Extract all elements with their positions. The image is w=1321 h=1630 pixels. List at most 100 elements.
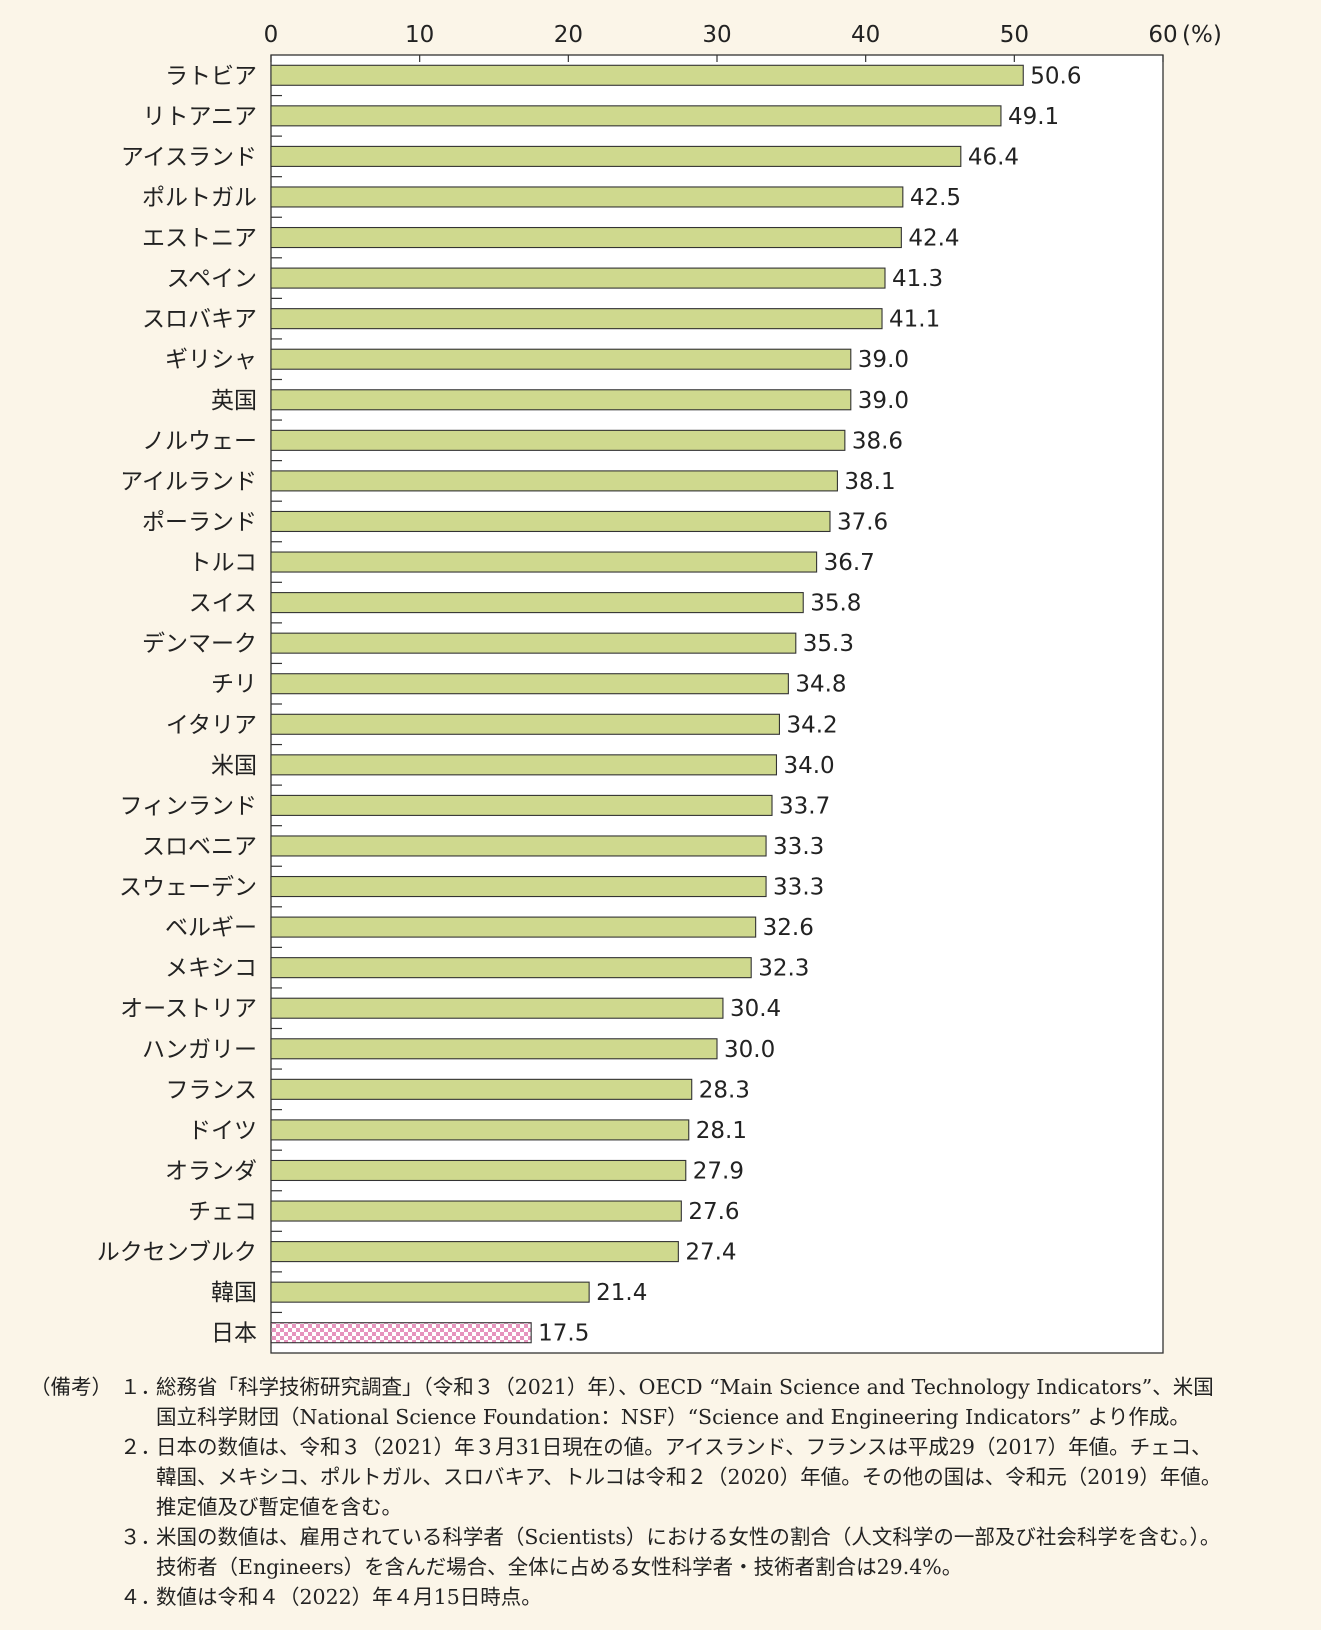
bar: [270, 64, 1024, 86]
bar: [270, 267, 886, 289]
value-label: 21.4: [596, 1280, 647, 1306]
category-label: ハンガリー: [142, 1037, 257, 1063]
x-tick-label: 0: [264, 22, 279, 48]
note-text: 日本の数値は、令和３（2021）年３月31日現在の値。アイスランド、フランスは平…: [156, 1435, 1222, 1519]
value-label: 17.5: [538, 1321, 589, 1347]
bar: [270, 754, 778, 776]
note-text: 総務省「科学技術研究調査」（令和３（2021）年）、OECD “Main Sci…: [156, 1375, 1214, 1429]
category-label: イタリア: [166, 712, 257, 738]
bar: [270, 105, 1002, 127]
bar: [270, 592, 804, 614]
bar: [270, 1159, 687, 1182]
bar: [270, 470, 838, 492]
category-label: チリ: [211, 672, 257, 698]
value-label: 36.7: [824, 550, 875, 576]
category-label: ギリシャ: [165, 347, 257, 373]
bar: [270, 916, 757, 938]
category-label: デンマーク: [142, 631, 257, 657]
bar: [270, 308, 883, 330]
value-label: 34.8: [795, 672, 846, 698]
category-label: アイスランド: [121, 144, 257, 170]
note-1: （備考） １． 総務省「科学技術研究調査」（令和３（2021）年）、OECD “M…: [30, 1372, 1315, 1432]
value-label: 33.3: [773, 834, 824, 860]
category-label: ノルウェー: [142, 428, 257, 454]
x-tick-label: 10: [405, 22, 434, 48]
category-label: ポーランド: [142, 509, 257, 535]
notes-label: （備考）: [30, 1375, 112, 1399]
value-label: 39.0: [858, 388, 909, 414]
bar: [270, 1119, 690, 1141]
note-number: １．: [120, 1375, 161, 1399]
bar: [270, 997, 724, 1019]
note-text: 数値は令和４（2022）年４月15日時点。: [156, 1585, 542, 1609]
bar-highlight: [270, 1322, 532, 1344]
category-label: スペイン: [167, 266, 257, 292]
value-label: 33.7: [779, 793, 830, 819]
bar: [270, 1038, 718, 1060]
bar: [270, 1200, 682, 1222]
bar: [270, 673, 789, 695]
category-label: フランス: [165, 1077, 257, 1103]
category-label: 米国: [211, 753, 257, 779]
note-2: ２． 日本の数値は、令和３（2021）年３月31日現在の値。アイスランド、フラン…: [30, 1432, 1315, 1522]
unit-label: (%): [1182, 22, 1222, 48]
value-label: 32.3: [758, 956, 809, 982]
category-label: オランダ: [165, 1158, 257, 1184]
category-label: 韓国: [211, 1280, 257, 1306]
category-label: スウェーデン: [119, 875, 257, 901]
bar: [270, 226, 902, 249]
value-label: 30.0: [724, 1037, 775, 1063]
category-label: スイス: [189, 591, 257, 617]
notes: （備考） １． 総務省「科学技術研究調査」（令和３（2021）年）、OECD “M…: [30, 1372, 1315, 1612]
note-3: ３． 米国の数値は、雇用されている科学者（Scientists）における女性の割…: [30, 1522, 1315, 1582]
x-tick-label: 50: [1000, 22, 1029, 48]
x-tick-label: 60: [1148, 22, 1177, 48]
value-label: 33.3: [773, 875, 824, 901]
x-tick-label: 20: [554, 22, 583, 48]
category-label: オーストリア: [120, 996, 257, 1022]
category-label: ポルトガル: [142, 185, 257, 211]
value-label: 27.4: [685, 1240, 736, 1266]
category-label: ドイツ: [188, 1118, 257, 1144]
bar: [270, 551, 818, 573]
bar: [270, 348, 852, 370]
category-label: スロベニア: [142, 834, 257, 860]
note-4: ４． 数値は令和４（2022）年４月15日時点。: [30, 1582, 1315, 1612]
note-number: ２．: [120, 1435, 161, 1459]
value-label: 39.0: [858, 347, 909, 373]
bar: [270, 835, 767, 857]
bar: [270, 794, 773, 816]
category-label: ラトビア: [165, 63, 257, 89]
value-label: 35.8: [810, 591, 861, 617]
category-label: トルコ: [188, 550, 257, 576]
value-label: 34.2: [786, 712, 837, 738]
category-label: ベルギー: [165, 915, 257, 941]
value-label: 37.6: [837, 509, 888, 535]
value-label: 35.3: [803, 631, 854, 657]
value-label: 41.1: [889, 307, 940, 333]
value-label: 28.3: [699, 1077, 750, 1103]
note-number: ３．: [120, 1525, 161, 1549]
bar: [270, 713, 780, 735]
value-label: 38.1: [844, 469, 895, 495]
value-label: 27.9: [693, 1158, 744, 1184]
category-label: メキシコ: [165, 956, 257, 982]
bar: [270, 1241, 679, 1263]
bar: [270, 957, 752, 979]
value-label: 34.0: [783, 753, 834, 779]
category-label: 英国: [211, 388, 257, 414]
value-label: 32.6: [763, 915, 814, 941]
bar: [270, 632, 797, 654]
bar: [270, 429, 846, 451]
value-label: 50.6: [1030, 63, 1081, 89]
value-label: 28.1: [696, 1118, 747, 1144]
category-label: チェコ: [188, 1199, 257, 1225]
x-tick-label: 30: [702, 22, 731, 48]
value-label: 42.4: [908, 226, 959, 252]
category-label: アイルランド: [120, 469, 257, 495]
value-label: 42.5: [910, 185, 961, 211]
category-label: スロバキア: [142, 307, 257, 333]
value-label: 38.6: [852, 428, 903, 454]
bar: [270, 510, 831, 533]
bar: [270, 875, 767, 898]
